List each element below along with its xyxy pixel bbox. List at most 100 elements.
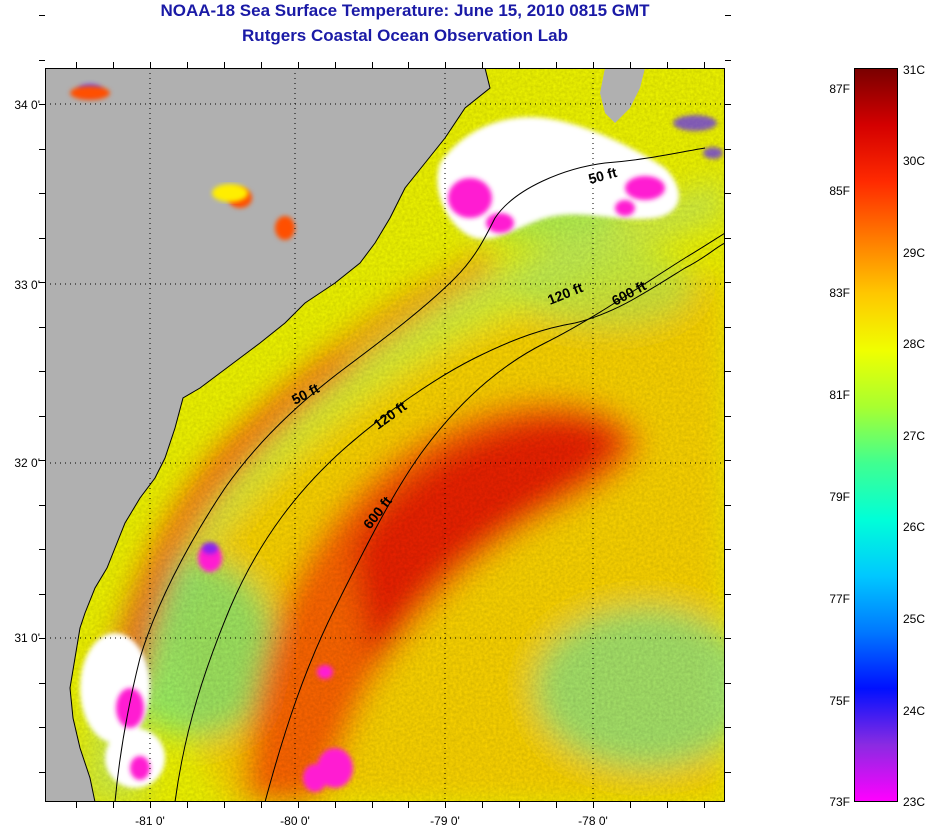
- axis-tick: [150, 802, 151, 808]
- lon-label-78: -78 0': [578, 814, 608, 828]
- axis-tick: [76, 802, 78, 808]
- axis-tick: [39, 326, 45, 328]
- cb-label-85f: 85F: [829, 184, 850, 198]
- axis-tick: [725, 104, 731, 105]
- axis-tick: [186, 802, 188, 808]
- axis-tick: [39, 771, 45, 773]
- axis-tick: [371, 62, 373, 68]
- cb-label-25c: 25C: [903, 612, 926, 626]
- cb-label-81f: 81F: [829, 388, 850, 402]
- axis-tick: [260, 802, 262, 808]
- axis-tick: [725, 549, 731, 550]
- axis-tick: [725, 371, 731, 372]
- cb-label-77f: 77F: [829, 592, 850, 606]
- axis-tick: [725, 638, 731, 639]
- lon-label-80: -80 0': [280, 814, 310, 828]
- cb-label-30c: 30C: [903, 154, 926, 168]
- graticule: [45, 68, 725, 802]
- temperature-colorbar: [854, 68, 898, 802]
- cb-label-23c: 23C: [903, 795, 926, 809]
- axis-tick: [725, 237, 731, 239]
- cb-label-26c: 26C: [903, 520, 926, 534]
- axis-tick: [297, 62, 299, 68]
- axis-tick: [445, 62, 447, 68]
- axis-tick: [39, 59, 45, 61]
- axis-tick: [703, 802, 705, 808]
- cb-label-83f: 83F: [829, 286, 850, 300]
- lat-label-34: 34 0': [14, 98, 40, 112]
- cb-label-75f: 75F: [829, 694, 850, 708]
- axis-tick: [725, 460, 731, 461]
- axis-tick: [371, 802, 373, 808]
- axis-tick: [629, 802, 631, 808]
- axis-tick: [150, 62, 151, 68]
- axis-tick: [593, 802, 594, 808]
- sst-map: 50 ft 50 ft 120 ft 120 ft 600 ft 600 ft: [45, 68, 725, 802]
- axis-tick: [39, 549, 45, 550]
- contour-label-50ft: 50 ft: [587, 164, 619, 187]
- lon-label-79: -79 0': [430, 814, 460, 828]
- axis-tick: [39, 638, 45, 639]
- cb-label-29c: 29C: [903, 246, 926, 260]
- axis-tick: [725, 771, 731, 773]
- axis-tick: [76, 62, 78, 68]
- axis-tick: [519, 802, 521, 808]
- axis-tick: [408, 62, 410, 68]
- axis-tick: [39, 460, 45, 461]
- axis-tick: [39, 593, 45, 595]
- axis-tick: [408, 802, 410, 808]
- axis-tick: [39, 237, 45, 239]
- map-title: NOAA-18 Sea Surface Temperature: June 15…: [160, 1, 650, 20]
- axis-tick: [186, 62, 188, 68]
- lat-label-33: 33 0': [14, 278, 40, 292]
- cb-label-73f: 73F: [829, 795, 850, 809]
- axis-tick: [39, 104, 45, 105]
- cb-label-27c: 27C: [903, 429, 926, 443]
- axis-tick: [725, 59, 731, 61]
- axis-tick: [223, 62, 225, 68]
- axis-tick: [725, 148, 731, 150]
- axis-tick: [482, 62, 484, 68]
- axis-tick: [113, 802, 115, 808]
- axis-tick: [666, 62, 668, 68]
- axis-tick: [725, 504, 731, 506]
- axis-tick: [445, 802, 447, 808]
- axis-tick: [703, 62, 705, 68]
- axis-tick: [725, 727, 731, 728]
- lon-label-81: -81 0': [135, 814, 165, 828]
- axis-tick: [39, 504, 45, 506]
- axis-tick: [223, 802, 225, 808]
- axis-tick: [519, 62, 521, 68]
- axis-tick: [725, 193, 731, 194]
- cb-label-28c: 28C: [903, 337, 926, 351]
- lat-label-31: 31 0': [14, 631, 40, 645]
- axis-tick: [39, 148, 45, 150]
- axis-tick: [725, 15, 731, 16]
- axis-tick: [39, 371, 45, 372]
- axis-tick: [725, 282, 731, 283]
- axis-tick: [593, 62, 594, 68]
- cb-label-24c: 24C: [903, 704, 926, 718]
- map-subtitle: Rutgers Coastal Ocean Observation Lab: [242, 26, 568, 45]
- lat-label-32: 32 0': [14, 456, 40, 470]
- axis-tick: [39, 682, 45, 684]
- axis-tick: [39, 415, 45, 417]
- axis-tick: [725, 682, 731, 684]
- land-mass: [45, 68, 490, 802]
- axis-tick: [297, 802, 299, 808]
- axis-tick: [39, 282, 45, 283]
- axis-tick: [39, 193, 45, 194]
- axis-tick: [39, 727, 45, 728]
- axis-tick: [666, 802, 668, 808]
- axis-tick: [725, 593, 731, 595]
- axis-tick: [556, 802, 558, 808]
- cb-label-87f: 87F: [829, 82, 850, 96]
- axis-tick: [334, 62, 336, 68]
- axis-tick: [725, 326, 731, 328]
- cb-label-31c: 31C: [903, 63, 926, 77]
- axis-tick: [556, 62, 558, 68]
- axis-tick: [334, 802, 336, 808]
- cb-label-79f: 79F: [829, 490, 850, 504]
- axis-tick: [39, 15, 45, 16]
- axis-tick: [113, 62, 115, 68]
